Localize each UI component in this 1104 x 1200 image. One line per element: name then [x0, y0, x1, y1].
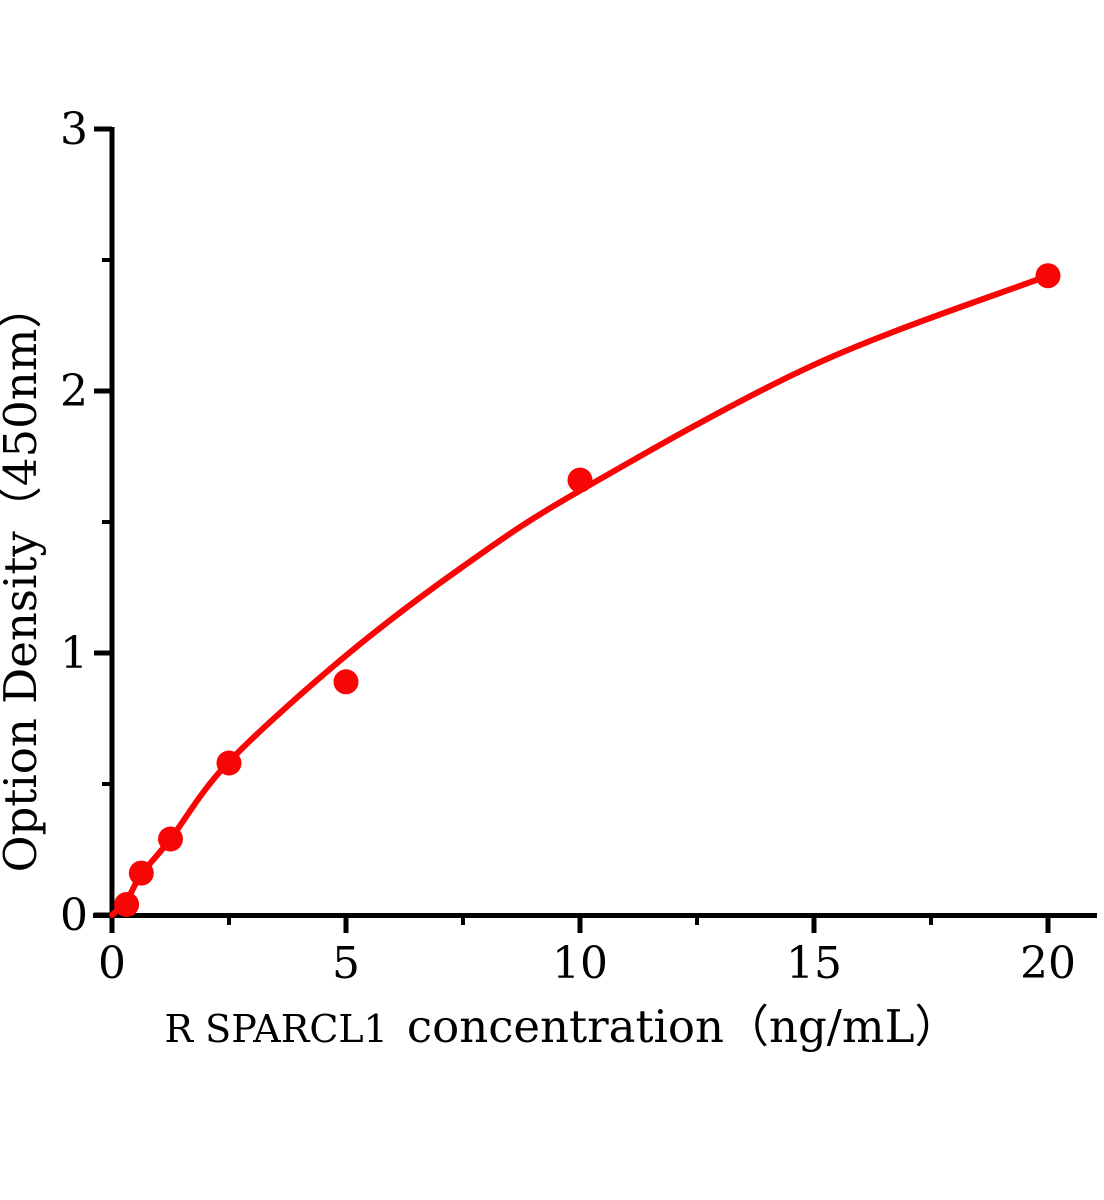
x-tick-label: 20 [1020, 938, 1076, 989]
y-tick-label: 0 [60, 890, 88, 941]
data-point [333, 669, 359, 695]
plot-layer [109, 263, 1061, 918]
data-point [128, 860, 154, 886]
y-tick-label: 1 [60, 628, 88, 679]
x-axis-title-prefix: R SPARCL1 [164, 1007, 387, 1051]
axes-layer: 0 5 10 15 20 0 1 2 3 [60, 104, 1097, 989]
x-axis-title: R SPARCL1 concentration（ng/mL） [164, 1000, 959, 1053]
data-point [216, 750, 242, 776]
x-tick-label: 15 [786, 938, 842, 989]
x-tick-label: 5 [332, 938, 360, 989]
data-point [158, 826, 183, 852]
x-tick-label: 0 [98, 938, 126, 989]
y-tick-label: 2 [60, 366, 88, 417]
x-axis-title-unit: concentration（ng/mL） [407, 1000, 960, 1053]
y-axis-title: Option Density（450nm） [0, 284, 47, 873]
fit-curve [109, 272, 1051, 918]
data-point [114, 892, 140, 917]
data-point [1035, 263, 1061, 289]
data-point [567, 467, 593, 493]
x-tick-label: 10 [552, 938, 608, 989]
y-tick-label: 3 [60, 104, 88, 155]
